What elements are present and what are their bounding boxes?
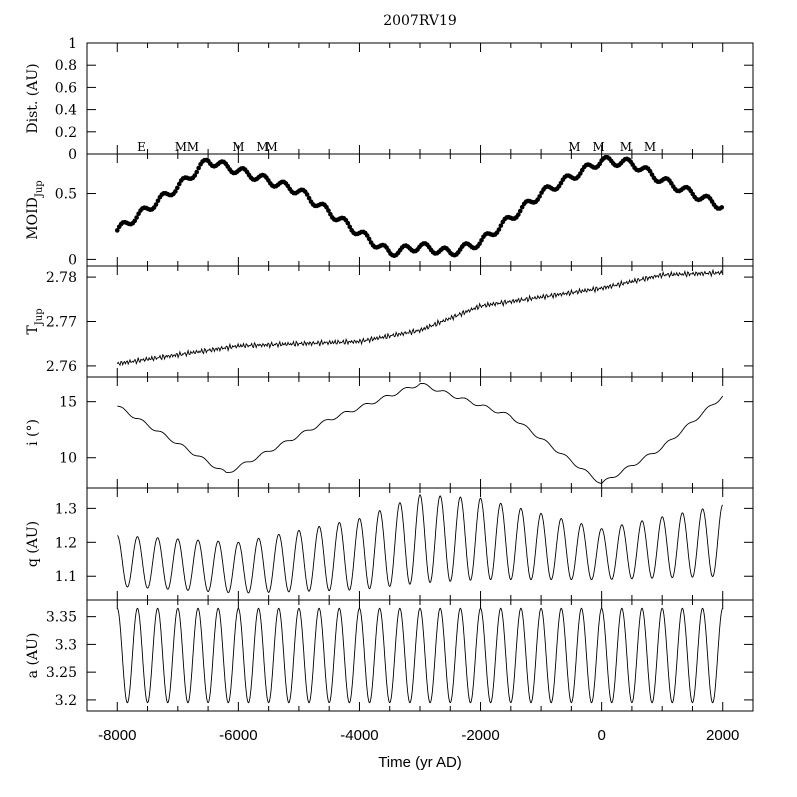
moid-point (578, 171, 583, 176)
y-tick-label-q: 1.1 (55, 569, 77, 585)
moid-point (175, 185, 180, 191)
y-tick-label-dist: 0.2 (55, 125, 77, 141)
moid-point (194, 169, 200, 175)
moid-point (516, 212, 521, 217)
moid-point (324, 204, 329, 210)
moid-point (347, 224, 353, 230)
moid-point (196, 165, 201, 171)
y-tick-label-dist: 1 (68, 36, 77, 52)
moid-point (477, 241, 482, 247)
moid-point (155, 198, 161, 204)
panel-incl: 10 15 i (°) (25, 376, 754, 489)
x-tick-label: 2000 (706, 727, 739, 744)
y-tick-label-incl: 15 (59, 395, 77, 411)
x-tick-label: -4000 (340, 727, 378, 744)
series-line-tjup (116, 268, 723, 367)
moid-point (153, 202, 159, 207)
moid-point (647, 168, 653, 174)
moid-point (173, 189, 178, 194)
x-tick-label: 0 (597, 727, 605, 744)
encounter-marker: M (592, 140, 604, 154)
moid-point (649, 172, 655, 177)
y-tick-label-moid: 0.5 (55, 187, 77, 203)
panel-tjup: 2.76 2.77 2.78 TJup (25, 265, 754, 378)
moid-point (719, 205, 725, 210)
y-tick-label-q: 1.2 (55, 535, 77, 551)
y-tick-label-a: 3.35 (46, 610, 77, 626)
encounter-marker: M (187, 140, 199, 154)
y-axis-label-tjup: TJup (25, 308, 45, 334)
y-tick-label-q: 1.3 (55, 501, 77, 517)
panel-frame-moid (86, 153, 754, 267)
moid-point (192, 173, 198, 178)
moid-point (498, 223, 504, 228)
encounter-marker: M (620, 140, 632, 154)
y-tick-label-tjup: 2.76 (46, 359, 77, 375)
moid-point (304, 192, 310, 197)
moid-point (496, 227, 502, 232)
panel-frame-incl (86, 376, 754, 489)
x-tick-label: -2000 (461, 727, 499, 744)
chart-title: 2007RV19 (383, 13, 457, 29)
moid-point (558, 180, 564, 186)
encounter-marker: E (137, 140, 146, 154)
x-tick-label: -8000 (98, 727, 136, 744)
y-tick-label-dist: 0.6 (55, 80, 77, 96)
moid-point (364, 233, 370, 238)
y-tick-label-incl: 10 (59, 451, 77, 467)
panel-frame-a (86, 599, 754, 712)
moid-point (306, 195, 312, 201)
panel-frame-tjup (86, 265, 754, 378)
y-tick-label-moid: 0 (68, 252, 77, 268)
series-line-incl (117, 382, 724, 484)
encounter-marker: M (266, 140, 278, 154)
y-tick-label-dist: 0.8 (55, 58, 77, 74)
x-tick-label: -6000 (219, 727, 257, 744)
moid-point (326, 208, 331, 213)
encounter-marker: M (232, 140, 244, 154)
y-tick-label-dist: 0.4 (55, 103, 77, 119)
encounter-marker: M (256, 140, 268, 154)
y-axis-label-q: q (AU) (25, 521, 41, 567)
panel-frame-q (86, 487, 754, 601)
panel-frame-dist (86, 42, 754, 155)
y-tick-label-tjup: 2.78 (46, 270, 77, 286)
encounter-marker: M (568, 140, 580, 154)
moid-point (519, 204, 525, 210)
y-tick-label-a: 3.2 (55, 693, 77, 709)
series-line-a (116, 607, 724, 704)
moid-point (176, 181, 182, 187)
y-tick-label-a: 3.25 (46, 665, 77, 681)
series-line-q (117, 494, 723, 594)
moid-point (345, 220, 351, 226)
y-tick-label-tjup: 2.77 (46, 315, 77, 331)
panel-q: 1.1 1.2 1.3 q (AU) (25, 487, 754, 601)
y-tick-label-dist: 0 (68, 147, 77, 163)
panel-moid: 0 0.5 MOIDJup (25, 153, 754, 268)
y-axis-label-a: a (AU) (25, 633, 41, 679)
moid-point (366, 236, 372, 242)
moid-point (114, 228, 120, 233)
moid-point (517, 208, 523, 214)
y-axis-label-moid: MOIDJup (25, 180, 45, 239)
moid-point (132, 218, 138, 224)
y-tick-label-a: 3.3 (55, 637, 77, 653)
encounter-marker: M (175, 140, 187, 154)
y-axis-label-dist: Dist. (AU) (25, 63, 41, 133)
moid-point (479, 237, 484, 243)
moid-point (537, 194, 542, 199)
moid-point (134, 215, 139, 220)
y-axis-label-incl: i (°) (25, 419, 41, 446)
encounter-marker: M (644, 140, 656, 154)
panel-a: 3.2 3.25 3.3 3.35 a (AU) (25, 599, 754, 712)
x-axis-label: Time (yr AD) (378, 754, 462, 771)
